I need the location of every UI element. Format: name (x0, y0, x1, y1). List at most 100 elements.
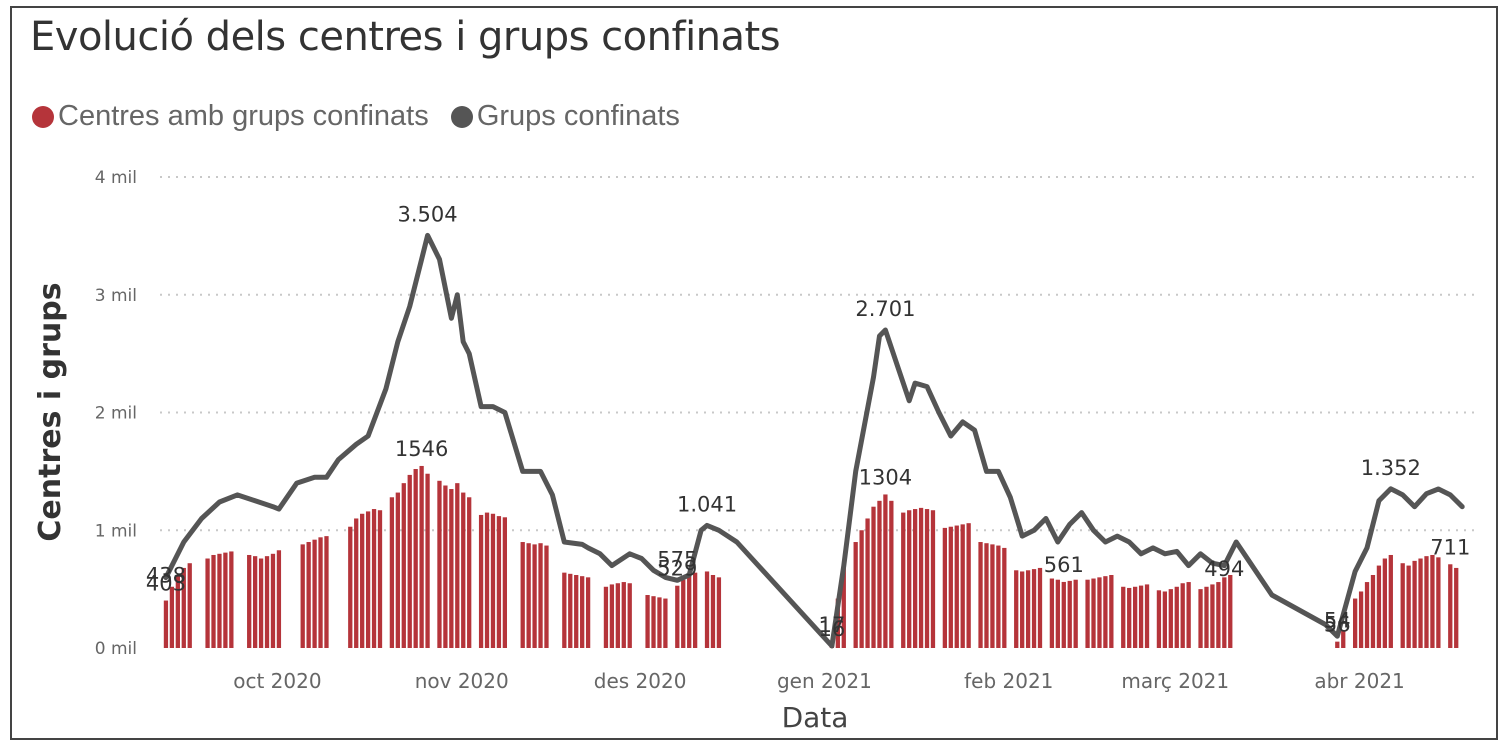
grid-lines (160, 176, 1480, 532)
x-tick-label: abr 2021 (1314, 669, 1404, 693)
bar (1127, 587, 1132, 648)
x-tick-label: gen 2021 (777, 669, 872, 693)
data-label: 54 (1324, 609, 1351, 633)
legend-label-centres: Centres amb grups confinats (58, 100, 429, 132)
bar (455, 483, 460, 648)
legend-swatch-grups (450, 105, 473, 128)
chart-frame (10, 6, 1498, 740)
legend-swatch-centres (32, 105, 54, 128)
bar (687, 574, 692, 648)
bar (651, 596, 656, 648)
bar (835, 598, 840, 648)
bar-series-centres (163, 465, 1459, 648)
x-axis-ticks: oct 2020 nov 2020 des 2020 gen 2021 feb 2021… (233, 669, 1405, 693)
bar (996, 545, 1001, 648)
bar (247, 554, 252, 648)
bar (710, 574, 716, 648)
bar (1370, 574, 1376, 648)
data-label: 575 (657, 547, 697, 571)
bar (907, 510, 912, 648)
bar (990, 544, 995, 648)
x-axis-label: Data (782, 701, 849, 734)
y-tick-label: 2 mil (95, 404, 137, 424)
bar (627, 583, 632, 648)
bar (478, 514, 484, 648)
x-tick-label: feb 2021 (964, 669, 1053, 693)
bar (942, 527, 948, 648)
bar (889, 500, 894, 648)
bar (948, 526, 953, 648)
bar (1020, 571, 1025, 648)
data-label: 561 (1044, 553, 1084, 577)
bar (1198, 589, 1203, 648)
x-tick-label: nov 2020 (415, 669, 509, 693)
bar (181, 567, 186, 648)
bar (264, 556, 270, 648)
bar (1418, 558, 1423, 648)
data-label: 529 (657, 557, 697, 581)
bar (1174, 586, 1179, 648)
bar (954, 525, 959, 648)
bar (1109, 574, 1114, 648)
bar (389, 497, 395, 648)
bar (1222, 577, 1227, 648)
bar (401, 483, 406, 648)
bar (1406, 565, 1411, 648)
bar (1049, 578, 1055, 648)
data-label: 3.504 (398, 202, 458, 226)
data-label: 56 (1324, 612, 1351, 636)
bar (1138, 585, 1144, 648)
bar (532, 544, 537, 648)
bar (1382, 558, 1388, 648)
y-axis-ticks: 0 mil 1 mil 2 mil 3 mil 4 mil (95, 168, 137, 659)
bar (865, 518, 870, 648)
bar (425, 473, 430, 648)
bar (675, 585, 680, 648)
bar (1002, 547, 1007, 648)
bar (467, 497, 472, 648)
bar (484, 512, 490, 648)
bar (1454, 567, 1459, 648)
bar (901, 512, 906, 648)
bar (1025, 570, 1031, 648)
bar (859, 530, 864, 648)
bar (615, 583, 620, 648)
bar (704, 571, 710, 648)
bar (437, 480, 442, 648)
bar (526, 543, 531, 648)
data-label: 438 (146, 563, 186, 587)
bar (490, 513, 496, 648)
bar (1341, 630, 1346, 648)
bar (419, 465, 424, 648)
data-label: 1.041 (677, 492, 737, 516)
chart-title: Evolució dels centres i grups confinats (30, 14, 781, 60)
bar (1352, 598, 1358, 648)
bar (1014, 570, 1019, 648)
bar (1376, 565, 1382, 648)
bar (1364, 582, 1370, 648)
bar (716, 577, 722, 648)
bar (449, 489, 454, 648)
bar (1144, 584, 1150, 648)
bar (443, 485, 448, 648)
bar (871, 506, 876, 648)
bar (574, 574, 579, 648)
bar (538, 543, 543, 648)
bar (223, 552, 228, 648)
bar (841, 567, 846, 648)
bar (1103, 576, 1108, 648)
data-label: 494 (1204, 557, 1244, 581)
bar (1061, 581, 1066, 648)
bar (270, 553, 276, 648)
x-tick-label: oct 2020 (233, 669, 321, 693)
bar (360, 513, 365, 648)
bar (1430, 554, 1435, 648)
y-tick-label: 3 mil (95, 286, 137, 306)
bar (407, 474, 412, 648)
bar (1073, 579, 1078, 648)
bar (609, 584, 615, 648)
bar (966, 523, 971, 648)
bar (1097, 577, 1102, 648)
bar (1400, 563, 1405, 648)
